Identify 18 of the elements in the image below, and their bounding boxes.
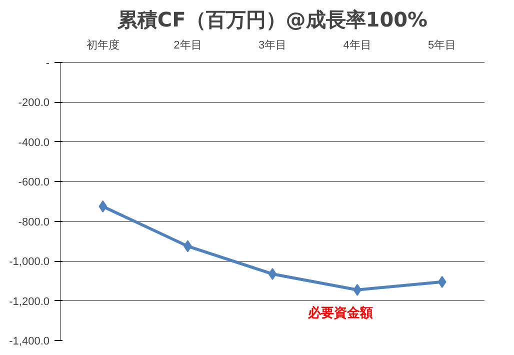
y-tick-label: -: [46, 58, 50, 70]
x-tick-label: 初年度: [86, 38, 120, 52]
x-tick-label: 5年目: [428, 40, 456, 52]
x-tick-label: 4年目: [343, 40, 372, 52]
annotation: 必要資金額: [306, 304, 373, 320]
point: [438, 276, 446, 288]
y-tick-label: -1,400.0: [9, 336, 50, 348]
y-tick-label: -600.0: [18, 176, 50, 189]
y-tick-label: -800.0: [18, 216, 50, 228]
x-tick-label: 2年目: [174, 40, 202, 52]
y-tick-label: -1,000.0: [9, 256, 50, 268]
y-tick-label: -1,200.0: [9, 296, 50, 308]
chart-title: 累積CF（百万円）@成長率100%: [116, 8, 428, 32]
y-tick-label: -400.0: [18, 136, 50, 149]
point: [268, 268, 277, 280]
point: [98, 200, 108, 212]
x-tick-label: 3年目: [258, 40, 287, 52]
y-tick-label: -200.0: [18, 97, 50, 110]
